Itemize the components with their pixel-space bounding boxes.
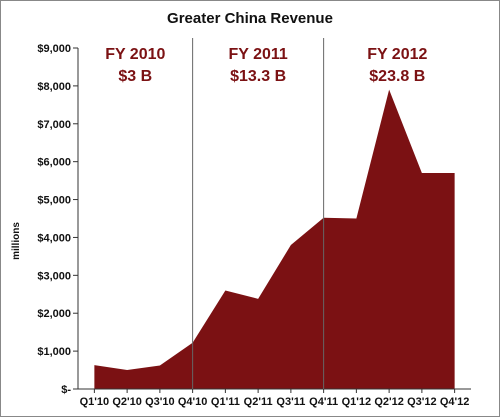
x-tick-label: Q3'11	[276, 396, 305, 408]
revenue-area	[94, 89, 455, 389]
y-tick-label: $-	[61, 384, 71, 396]
y-tick-label: $5,000	[37, 195, 71, 207]
y-tick-label: $2,000	[37, 308, 71, 320]
x-tick-label: Q4'10	[178, 396, 208, 408]
y-tick-label: $7,000	[37, 119, 71, 131]
x-tick-label: Q1'12	[342, 396, 372, 408]
fiscal-year-revenue: $3 B	[118, 68, 152, 85]
x-tick-label: Q4'12	[440, 396, 470, 408]
x-tick-label: Q3'10	[145, 396, 175, 408]
fiscal-year-label: FY 2010	[105, 46, 165, 63]
x-tick-label: Q2'10	[112, 396, 142, 408]
y-axis-label: millions	[11, 222, 22, 260]
chart-title: Greater China Revenue	[167, 10, 333, 27]
fiscal-year-revenue: $13.3 B	[230, 68, 286, 85]
x-tick-label: Q4'11	[309, 396, 338, 408]
x-tick-label: Q1'10	[80, 396, 110, 408]
y-tick-label: $3,000	[37, 270, 71, 282]
y-tick-label: $8,000	[37, 81, 71, 93]
y-tick-label: $9,000	[37, 43, 71, 55]
y-tick-label: $1,000	[37, 346, 71, 358]
x-tick-label: Q3'12	[407, 396, 437, 408]
fiscal-year-label: FY 2011	[228, 46, 287, 63]
fiscal-year-label: FY 2012	[367, 46, 427, 63]
x-tick-label: Q2'12	[374, 396, 404, 408]
x-tick-label: Q2'11	[244, 396, 273, 408]
fiscal-year-revenue: $23.8 B	[369, 68, 425, 85]
y-tick-label: $4,000	[37, 232, 71, 244]
x-tick-label: Q1'11	[211, 396, 240, 408]
plot-area: $- $1,000 $2,000 $3,000 $4,000 $5,000 $6,000 $7…	[37, 38, 471, 408]
y-tick-label: $6,000	[37, 157, 71, 169]
